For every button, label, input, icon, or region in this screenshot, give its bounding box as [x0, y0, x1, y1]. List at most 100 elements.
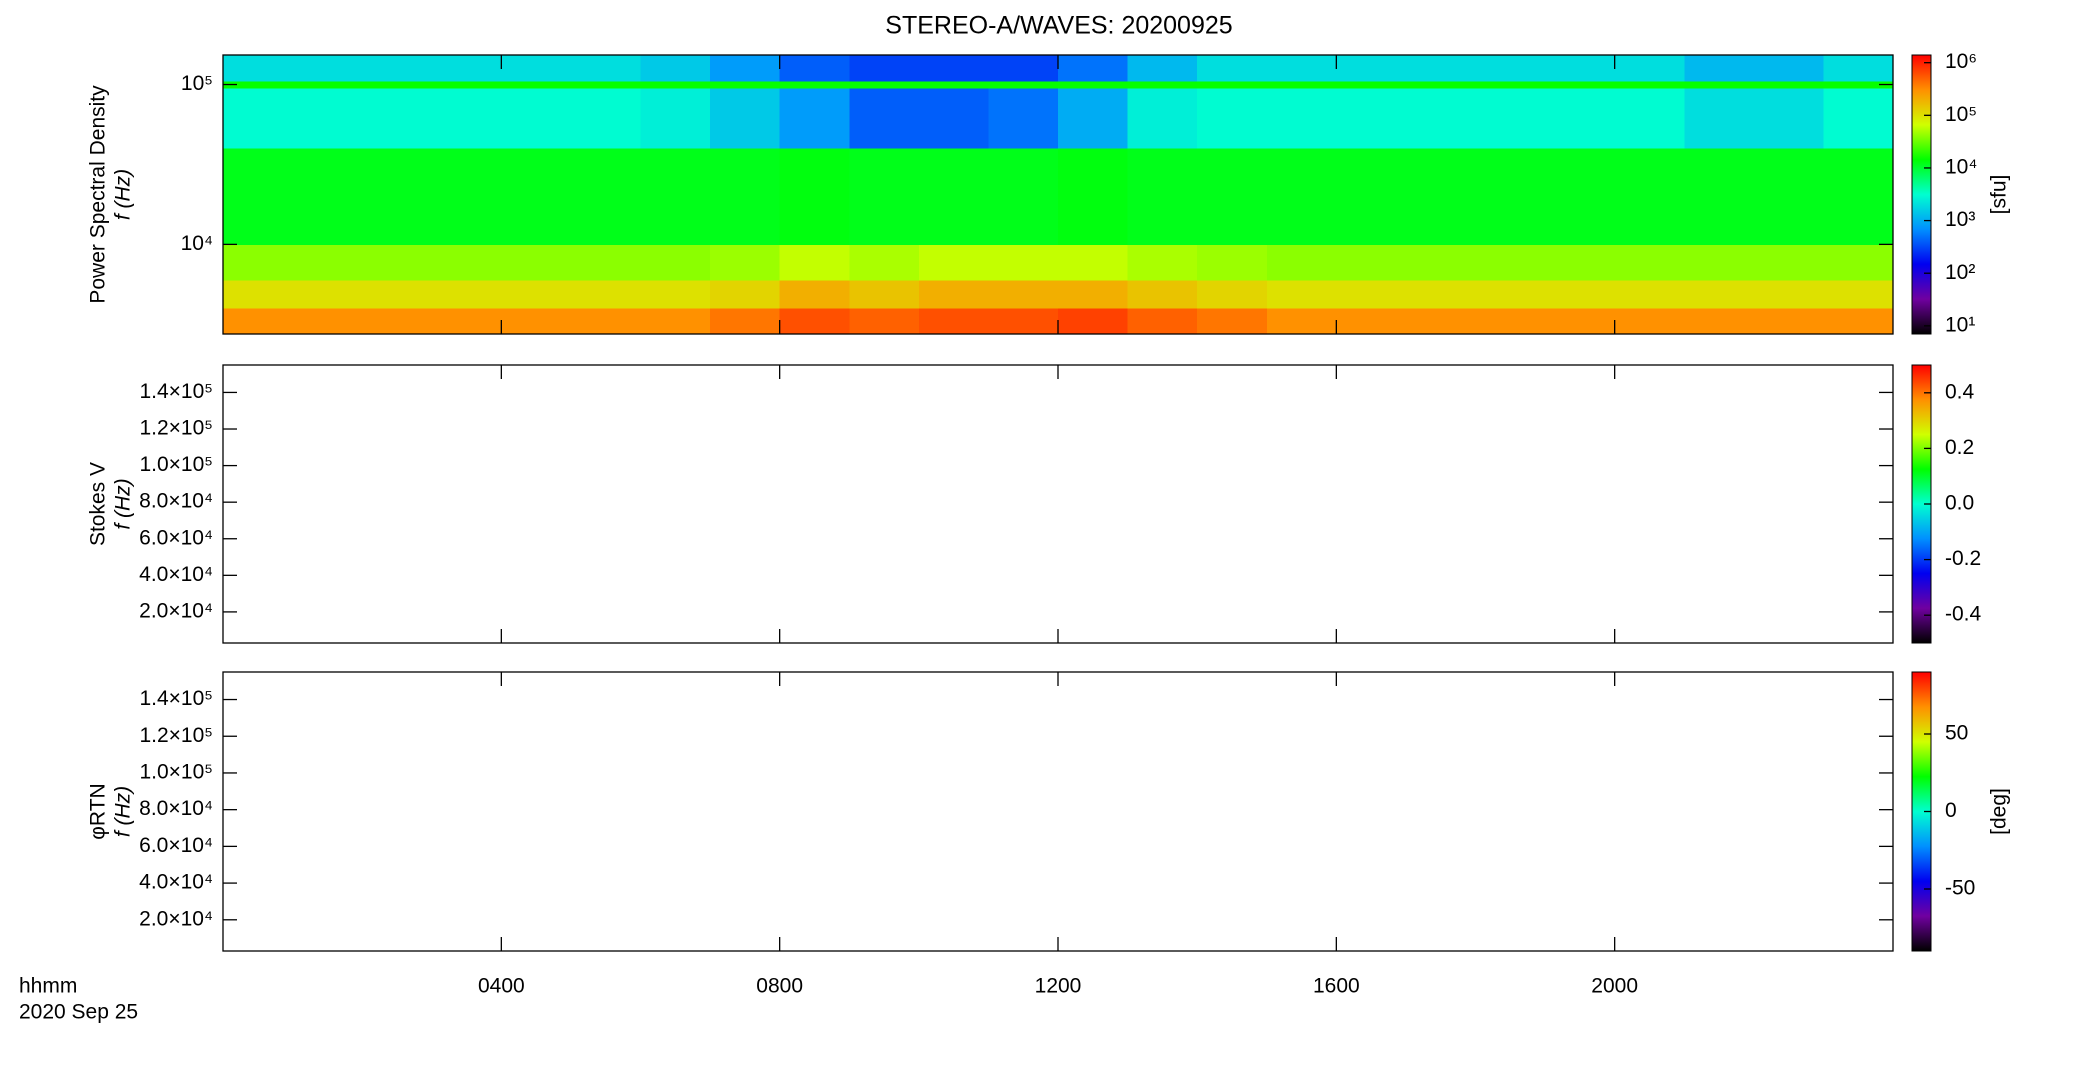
heatmap-cell — [640, 307, 711, 335]
heatmap-cell — [1058, 244, 1129, 281]
heatmap-cell — [570, 307, 642, 335]
heatmap-cell — [710, 279, 781, 309]
y-axis-label: f (Hz) — [112, 786, 135, 837]
heatmap-cell — [779, 81, 850, 89]
heatmap-cell — [501, 55, 572, 82]
heatmap-cell — [1127, 307, 1198, 335]
colorbar-tick-label: 10¹ — [1945, 313, 1975, 336]
heatmap-cell — [1405, 279, 1477, 309]
heatmap-cell — [501, 279, 572, 309]
heatmap-cell — [988, 88, 1059, 149]
colorbar-tick-label: 10² — [1945, 261, 1975, 284]
y-axis-label: f (Hz) — [112, 169, 135, 220]
heatmap-cell — [988, 244, 1059, 281]
y-tick-label: 4.0×10⁴ — [139, 563, 213, 586]
heatmap-cell — [1684, 307, 1755, 335]
heatmap-cell — [710, 88, 781, 149]
chart-title: STEREO-A/WAVES: 20200925 — [885, 12, 1232, 40]
heatmap-cell — [1266, 307, 1337, 335]
heatmap-cell — [1614, 244, 1685, 281]
heatmap-cell — [849, 279, 920, 309]
x-tick-label: 1200 — [1035, 975, 1082, 998]
heatmap-cell — [1405, 244, 1477, 281]
heatmap-cell — [1545, 55, 1616, 82]
colorbar-tick-label: -0.2 — [1945, 547, 1981, 570]
heatmap-cell — [779, 88, 850, 149]
colorbar-tick-label: 0 — [1945, 799, 1957, 822]
heatmap-cell — [1684, 88, 1755, 149]
heatmap-cell — [640, 279, 711, 309]
heatmap-cell — [1266, 148, 1337, 245]
heatmap-cell — [710, 148, 781, 245]
colorbar-label: [sfu] — [1988, 175, 2011, 215]
heatmap-cell — [223, 81, 294, 89]
heatmap-cell — [1684, 244, 1755, 281]
heatmap-cell — [918, 88, 990, 149]
heatmap-cell — [431, 81, 502, 89]
heatmap-cell — [292, 244, 363, 281]
x-tick-label: 0400 — [478, 975, 525, 998]
heatmap-cell — [640, 244, 711, 281]
x-tick-label: 0800 — [756, 975, 803, 998]
heatmap-cell — [1058, 148, 1129, 245]
colorbar-tick-label: 50 — [1945, 722, 1968, 745]
heatmap-cell — [1753, 55, 1825, 82]
y-tick-label: 2.0×10⁴ — [139, 907, 213, 930]
heatmap-cell — [918, 55, 990, 82]
y-axis-label: φRTN — [87, 783, 110, 839]
y-tick-label: 6.0×10⁴ — [139, 526, 213, 549]
heatmap-cell — [779, 55, 850, 82]
heatmap-cell — [292, 81, 363, 89]
heatmap-cell — [431, 307, 502, 335]
heatmap-cell — [362, 307, 433, 335]
heatmap-cell — [1753, 88, 1825, 149]
heatmap-cell — [1545, 148, 1616, 245]
heatmap-cell — [223, 307, 294, 335]
heatmap-cell — [918, 81, 990, 89]
heatmap-cell — [1753, 81, 1825, 89]
colorbar-label: [deg] — [1988, 788, 2011, 835]
heatmap-cell — [223, 279, 294, 309]
colorbar-tick-label: 10⁴ — [1945, 156, 1977, 179]
heatmap-cell — [710, 81, 781, 89]
heatmap-cell — [1614, 307, 1685, 335]
heatmap-cell — [1197, 148, 1268, 245]
heatmap-cell — [292, 55, 363, 82]
heatmap-cell — [1823, 88, 1894, 149]
y-tick-label: 6.0×10⁴ — [139, 834, 213, 857]
heatmap-cell — [1614, 148, 1685, 245]
heatmap-cell — [918, 244, 990, 281]
heatmap-cell — [570, 81, 642, 89]
heatmap-cell — [988, 55, 1059, 82]
heatmap-cell — [1266, 244, 1337, 281]
heatmap-cell — [223, 55, 294, 82]
heatmap-cell — [640, 81, 711, 89]
colorbar-tick-label: -50 — [1945, 877, 1975, 900]
heatmap-cell — [1336, 148, 1407, 245]
heatmap-cell — [292, 307, 363, 335]
heatmap-cell — [1197, 81, 1268, 89]
x-tick-label: 2000 — [1591, 975, 1638, 998]
heatmap-cell — [1058, 279, 1129, 309]
heatmap-cell — [1684, 279, 1755, 309]
heatmap-cell — [1475, 279, 1546, 309]
heatmap-cell — [1405, 148, 1477, 245]
heatmap-cell — [1266, 88, 1337, 149]
heatmap-cell — [849, 55, 920, 82]
heatmap-cell — [1614, 81, 1685, 89]
heatmap-cell — [1058, 55, 1129, 82]
heatmap-cell — [570, 55, 642, 82]
y-tick-label: 10⁴ — [181, 232, 213, 255]
heatmap-cell — [1197, 88, 1268, 149]
heatmap-cell — [1475, 148, 1546, 245]
heatmap-cell — [710, 307, 781, 335]
heatmap-cell — [1336, 81, 1407, 89]
heatmap-cell — [849, 307, 920, 335]
colorbar-tick-label: 0.0 — [1945, 492, 1974, 515]
y-tick-label: 8.0×10⁴ — [139, 797, 213, 820]
heatmap-cell — [1127, 148, 1198, 245]
heatmap-cell — [988, 307, 1059, 335]
heatmap-cell — [362, 88, 433, 149]
heatmap-cell — [431, 88, 502, 149]
heatmap-cell — [1197, 307, 1268, 335]
